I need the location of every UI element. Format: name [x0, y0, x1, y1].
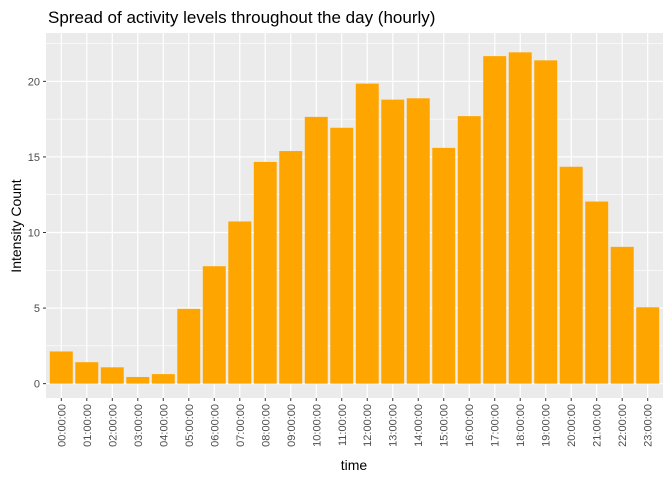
- y-tick-label: 5: [34, 303, 40, 315]
- bar: [406, 98, 430, 384]
- x-tick-label: 19:00:00: [541, 404, 553, 447]
- bar: [279, 151, 303, 384]
- bar: [253, 161, 277, 384]
- x-tick-label: 05:00:00: [184, 404, 196, 447]
- bar: [381, 99, 405, 384]
- bar: [49, 351, 73, 384]
- y-tick-label: 15: [28, 152, 40, 164]
- x-tick-label: 03:00:00: [133, 404, 145, 447]
- x-tick-label: 22:00:00: [617, 404, 629, 447]
- bar: [559, 166, 583, 384]
- x-axis: 00:00:00 01:00:00 02:00:00 03:00:00 04:00:00…: [56, 398, 655, 447]
- bar: [304, 116, 328, 384]
- x-tick-label: 18:00:00: [515, 404, 527, 447]
- bar: [610, 246, 634, 384]
- bar: [100, 367, 124, 384]
- bar: [534, 60, 558, 384]
- bar: [177, 308, 201, 384]
- y-tick-label: 0: [34, 379, 40, 391]
- x-tick-label: 17:00:00: [490, 404, 502, 447]
- x-tick-label: 07:00:00: [235, 404, 247, 447]
- bar: [151, 374, 175, 384]
- x-tick-label: 02:00:00: [107, 404, 119, 447]
- bar: [355, 83, 379, 384]
- bar: [585, 201, 609, 384]
- x-tick-label: 12:00:00: [362, 404, 374, 447]
- x-tick-label: 23:00:00: [643, 404, 655, 447]
- bar: [432, 147, 456, 384]
- x-tick-label: 01:00:00: [82, 404, 94, 447]
- x-tick-label: 13:00:00: [388, 404, 400, 447]
- x-tick-label: 09:00:00: [286, 404, 298, 447]
- y-axis-title: Intensity Count: [8, 179, 24, 272]
- y-tick-label: 10: [28, 228, 40, 240]
- x-axis-title: time: [341, 457, 368, 473]
- y-axis: 0 5 10 15 20: [28, 76, 46, 391]
- bar: [636, 307, 660, 384]
- x-tick-label: 04:00:00: [158, 404, 170, 447]
- x-tick-label: 16:00:00: [464, 404, 476, 447]
- bar: [483, 56, 507, 384]
- x-tick-label: 10:00:00: [311, 404, 323, 447]
- bar: [202, 266, 226, 384]
- x-tick-label: 15:00:00: [439, 404, 451, 447]
- x-tick-label: 00:00:00: [56, 404, 68, 447]
- x-tick-label: 11:00:00: [337, 404, 349, 446]
- bar: [508, 52, 532, 384]
- x-tick-label: 14:00:00: [413, 404, 425, 447]
- chart-title: Spread of activity levels throughout the…: [48, 8, 435, 27]
- x-tick-label: 21:00:00: [592, 404, 604, 447]
- bar: [330, 127, 354, 384]
- bars: [49, 52, 660, 384]
- bar: [228, 221, 252, 384]
- bar: [457, 116, 481, 384]
- bar: [75, 362, 99, 384]
- x-tick-label: 06:00:00: [209, 404, 221, 447]
- bar: [126, 376, 150, 384]
- x-tick-label: 20:00:00: [566, 404, 578, 447]
- y-tick-label: 20: [28, 76, 40, 88]
- x-tick-label: 08:00:00: [260, 404, 272, 447]
